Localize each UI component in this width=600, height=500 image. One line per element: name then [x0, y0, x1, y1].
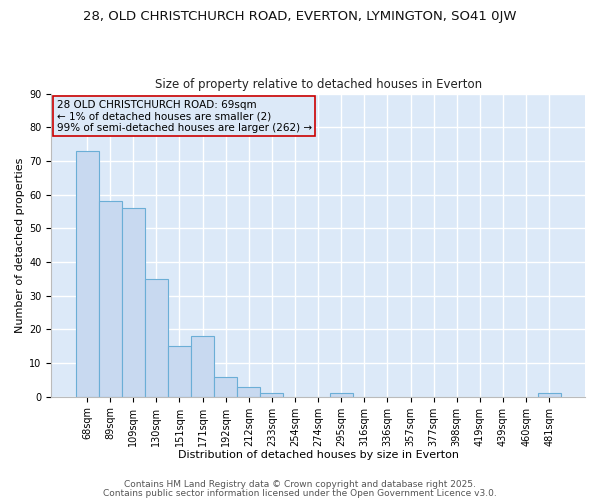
- Bar: [168, 346, 191, 397]
- Bar: [98, 202, 122, 396]
- Text: 28 OLD CHRISTCHURCH ROAD: 69sqm
← 1% of detached houses are smaller (2)
99% of s: 28 OLD CHRISTCHURCH ROAD: 69sqm ← 1% of …: [56, 100, 312, 133]
- Y-axis label: Number of detached properties: Number of detached properties: [15, 158, 25, 333]
- Bar: [260, 394, 283, 396]
- Bar: [122, 208, 145, 396]
- Bar: [329, 394, 353, 396]
- X-axis label: Distribution of detached houses by size in Everton: Distribution of detached houses by size …: [178, 450, 458, 460]
- Title: Size of property relative to detached houses in Everton: Size of property relative to detached ho…: [155, 78, 482, 91]
- Bar: [76, 151, 98, 396]
- Text: Contains HM Land Registry data © Crown copyright and database right 2025.: Contains HM Land Registry data © Crown c…: [124, 480, 476, 489]
- Bar: [145, 279, 168, 396]
- Bar: [237, 386, 260, 396]
- Bar: [214, 376, 237, 396]
- Bar: [538, 394, 561, 396]
- Text: Contains public sector information licensed under the Open Government Licence v3: Contains public sector information licen…: [103, 488, 497, 498]
- Text: 28, OLD CHRISTCHURCH ROAD, EVERTON, LYMINGTON, SO41 0JW: 28, OLD CHRISTCHURCH ROAD, EVERTON, LYMI…: [83, 10, 517, 23]
- Bar: [191, 336, 214, 396]
